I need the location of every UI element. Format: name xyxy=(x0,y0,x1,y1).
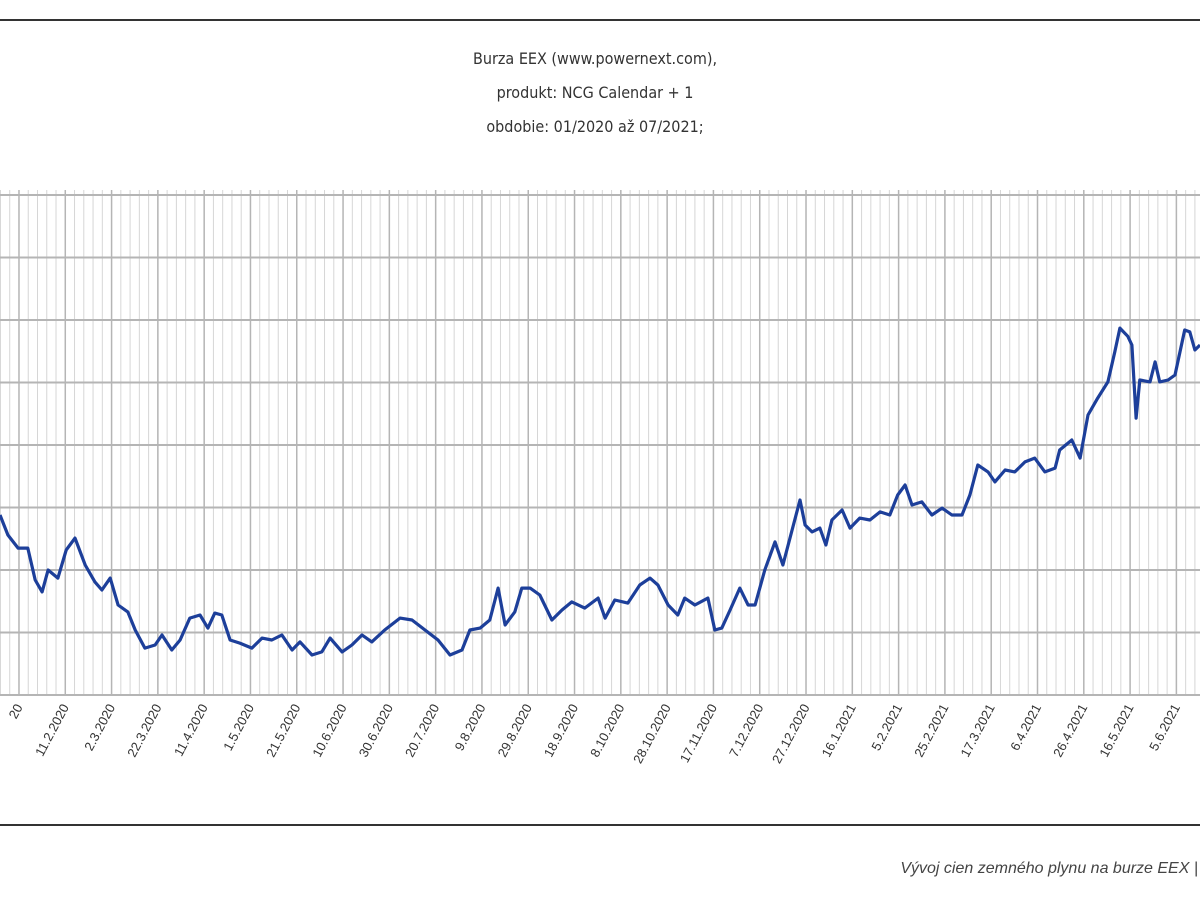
x-tick-label: 20 xyxy=(6,701,26,721)
plot xyxy=(0,326,1200,657)
line-series xyxy=(0,326,1200,657)
chart-title: produkt: NCG Calendar + 1 xyxy=(497,83,694,102)
caption: Vývoj cien zemného plynu na burze EEX | xyxy=(900,860,1198,877)
chart-title: obdobie: 01/2020 až 07/2021; xyxy=(486,117,703,136)
chart-title: Burza EEX (www.powernext.com), xyxy=(473,49,717,68)
grid xyxy=(0,190,1200,696)
